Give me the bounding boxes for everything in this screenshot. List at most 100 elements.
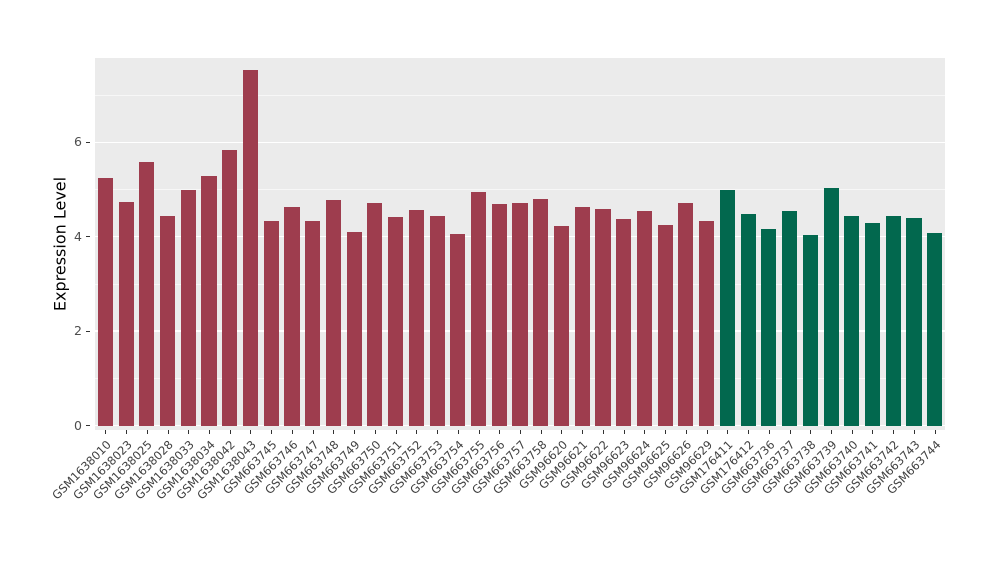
bar-GSM663753 — [429, 216, 445, 426]
bar-slot — [821, 58, 842, 430]
bar-GSM1638025 — [139, 161, 155, 426]
x-tick-mark — [810, 430, 812, 434]
bar-GSM1638043 — [242, 69, 259, 426]
bar-slot — [530, 58, 551, 430]
y-tick-mark — [86, 141, 90, 143]
x-tick-mark — [748, 430, 750, 434]
x-tick-mark — [851, 430, 853, 434]
x-tick-mark — [478, 430, 480, 434]
bar-slot — [199, 58, 220, 430]
bar-slot — [924, 58, 945, 430]
x-tick-mark — [333, 430, 335, 434]
x-tick-mark — [499, 430, 501, 434]
x-tick-mark — [520, 430, 521, 434]
bar-GSM663737 — [782, 211, 798, 426]
x-tick-mark — [789, 430, 791, 434]
x-tick-mark — [561, 430, 563, 434]
bar-GSM96622 — [595, 208, 611, 426]
bar-GSM96625 — [657, 224, 673, 426]
bar-GSM663757 — [512, 203, 528, 426]
x-tick-mark — [105, 430, 107, 434]
bar-GSM663743 — [906, 218, 922, 426]
bar-GSM663747 — [305, 220, 321, 426]
x-tick-mark — [872, 430, 874, 434]
x-tick-mark — [582, 430, 584, 434]
bar-slot — [406, 58, 427, 430]
bar-slot — [572, 58, 593, 430]
bar-GSM663754 — [450, 233, 466, 426]
y-tick-label: 0 — [74, 417, 82, 433]
bar-slot — [365, 58, 386, 430]
x-tick-mark — [644, 430, 646, 434]
bar-slot — [510, 58, 531, 430]
bar-GSM1638023 — [118, 201, 134, 426]
bar-slot — [302, 58, 323, 430]
bar-slot — [489, 58, 510, 430]
bar-GSM663750 — [367, 203, 383, 426]
bar-slot — [841, 58, 862, 430]
bar-GSM663756 — [491, 204, 507, 426]
bar-slot — [427, 58, 448, 430]
x-tick-mark — [374, 430, 376, 434]
bar-slot — [551, 58, 572, 430]
bar-slot — [779, 58, 800, 430]
bar-GSM176412 — [740, 213, 756, 426]
bar-GSM96621 — [574, 206, 590, 426]
x-tick-mark — [768, 430, 770, 434]
x-tick-mark — [457, 430, 459, 434]
bar-slot — [904, 58, 925, 430]
bar-slot — [593, 58, 614, 430]
bar-slot — [655, 58, 676, 430]
x-tick-mark — [913, 430, 915, 434]
y-tick-label: 4 — [74, 228, 82, 244]
x-tick-mark — [706, 430, 708, 434]
x-axis: GSM1638010 GSM1638023 GSM1638025 GSM1638028… — [49, 430, 945, 580]
y-tick-label: 2 — [74, 323, 82, 339]
bar-GSM663741 — [864, 223, 881, 426]
x-tick-mark — [126, 430, 128, 434]
bar-slot — [696, 58, 717, 430]
bar-slot — [759, 58, 780, 430]
x-tick-mark — [665, 430, 667, 434]
bar-GSM663755 — [471, 192, 487, 426]
bar-slot — [634, 58, 655, 430]
bar-GSM1638010 — [97, 178, 113, 426]
y-tick-mark — [86, 236, 90, 238]
bar-GSM1638033 — [180, 190, 196, 426]
gridline-major — [95, 141, 945, 143]
bar-GSM663744 — [927, 232, 943, 426]
x-tick-mark — [623, 430, 625, 434]
bar-GSM663748 — [325, 200, 341, 426]
bar-slot — [676, 58, 697, 430]
x-tick-mark — [250, 430, 252, 434]
bar-GSM663752 — [408, 209, 424, 426]
bar-slot — [282, 58, 303, 430]
gridline-minor — [95, 189, 945, 191]
bars-layer — [95, 58, 945, 430]
x-tick-mark — [312, 430, 314, 434]
bar-GSM1638028 — [160, 216, 176, 426]
bar-slot — [613, 58, 634, 430]
bar-slot — [157, 58, 178, 430]
x-tick-mark — [437, 430, 439, 434]
x-tick-mark — [416, 430, 418, 434]
bar-GSM663745 — [263, 220, 279, 426]
bar-GSM96629 — [699, 220, 715, 426]
bar-slot — [261, 58, 282, 430]
bar-slot — [116, 58, 137, 430]
bar-GSM96620 — [553, 225, 570, 426]
bar-GSM1638034 — [201, 175, 217, 426]
bar-slot — [800, 58, 821, 430]
bar-slot — [468, 58, 489, 430]
x-tick-mark — [893, 430, 895, 434]
x-tick-mark — [354, 430, 356, 434]
bar-slot — [240, 58, 261, 430]
bar-slot — [447, 58, 468, 430]
x-tick-mark — [727, 430, 729, 434]
x-tick-mark — [209, 430, 211, 434]
plot-panel — [95, 58, 945, 430]
gridline-minor — [95, 95, 945, 96]
bar-slot — [717, 58, 738, 430]
x-tick-mark — [271, 430, 273, 434]
